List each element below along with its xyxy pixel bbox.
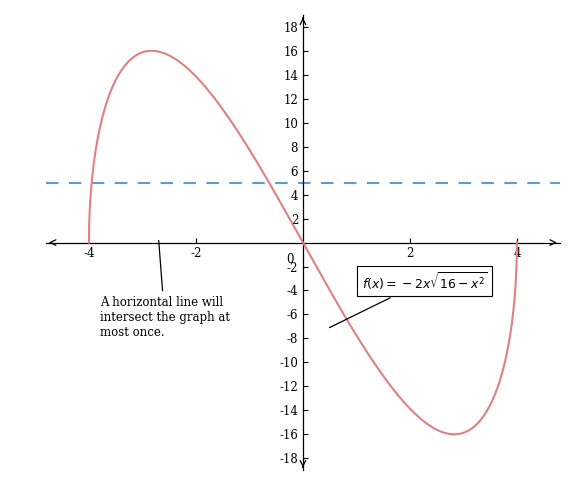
Text: $f(x)=-2x\sqrt{16-x^2}$: $f(x)=-2x\sqrt{16-x^2}$ [329, 270, 488, 328]
Text: A horizontal line will
intersect the graph at
most once.: A horizontal line will intersect the gra… [100, 241, 230, 340]
Text: 0: 0 [286, 253, 293, 266]
